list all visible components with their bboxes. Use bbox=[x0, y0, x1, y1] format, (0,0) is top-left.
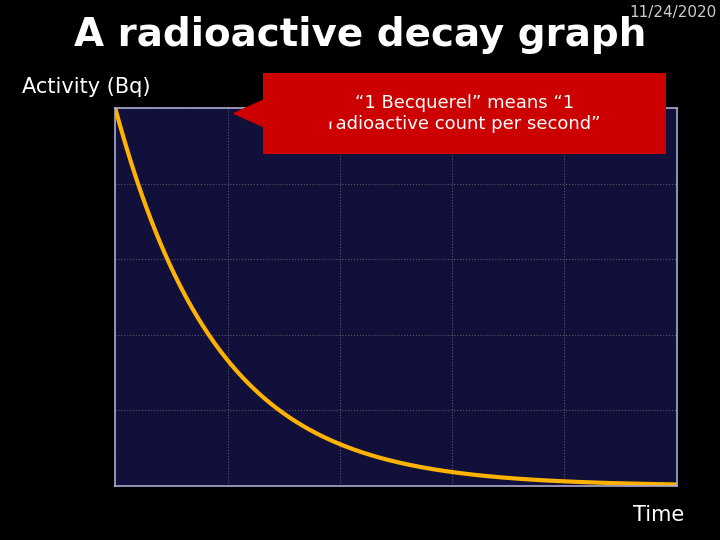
Text: Activity (Bq): Activity (Bq) bbox=[22, 77, 150, 97]
Text: 11/24/2020: 11/24/2020 bbox=[629, 5, 716, 21]
Text: A radioactive decay graph: A radioactive decay graph bbox=[74, 16, 646, 54]
Text: “1 Becquerel” means “1
radioactive count per second”: “1 Becquerel” means “1 radioactive count… bbox=[328, 94, 600, 133]
Text: Time: Time bbox=[633, 505, 684, 525]
